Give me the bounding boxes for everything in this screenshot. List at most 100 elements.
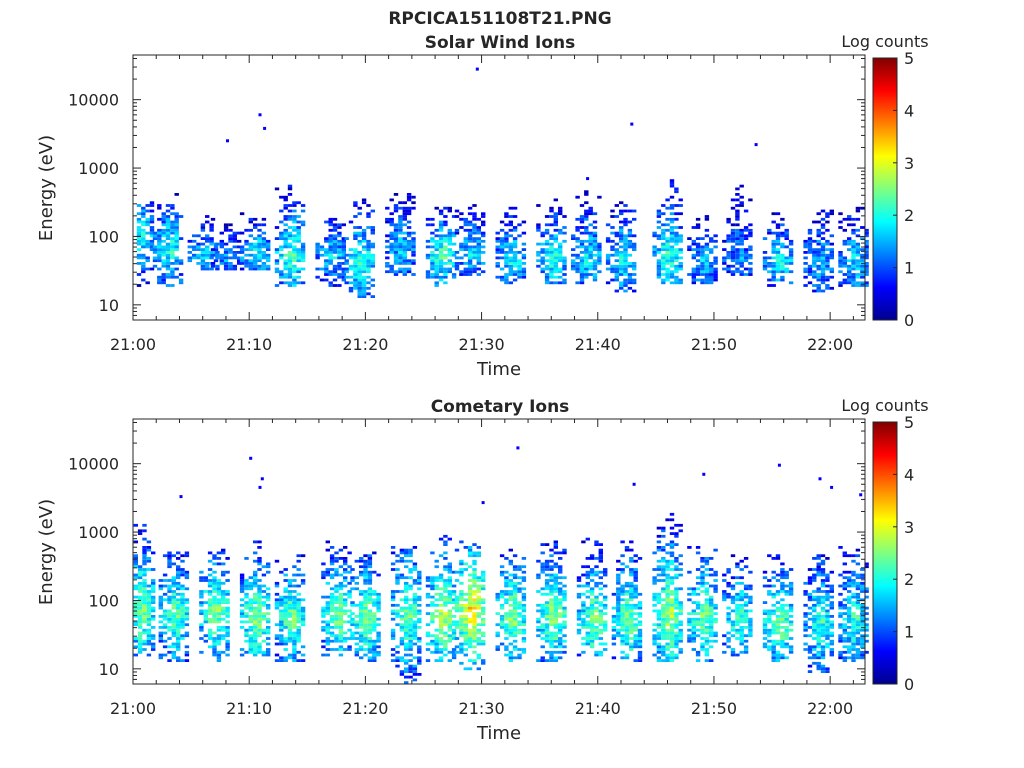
spectrogram-cell (344, 275, 349, 279)
spectrogram-cell (803, 275, 808, 279)
spectrogram-cell (443, 590, 448, 593)
spectrogram-cell (661, 612, 666, 615)
spectrogram-cell (334, 609, 339, 613)
spectrogram-cell (472, 626, 477, 629)
spectrogram-cell (704, 626, 710, 629)
spectrogram-cell (700, 645, 705, 649)
spectrogram-cell (454, 650, 460, 654)
spectrogram-cell (674, 187, 679, 191)
spectrogram-cell (709, 623, 714, 627)
spectrogram-cell (722, 239, 727, 243)
spectrogram-cell (430, 612, 435, 615)
spectrogram-cell (632, 217, 637, 221)
spectrogram-cell (687, 634, 692, 638)
spectrogram-cell (178, 215, 184, 218)
spectrogram-cell (771, 275, 776, 279)
spectrogram-cell (398, 220, 403, 224)
spectrogram-cell (691, 267, 696, 271)
spectrogram-cell (521, 576, 527, 580)
spectrogram-cell (700, 256, 705, 260)
spectrogram-cell (404, 601, 409, 604)
spectrogram-cell (549, 215, 554, 218)
spectrogram-cell (212, 595, 217, 599)
spectrogram-cell (225, 590, 230, 593)
spectrogram-cell (184, 598, 190, 602)
spectrogram-cell (221, 606, 226, 610)
spectrogram-cell (438, 220, 444, 224)
spectrogram-cell (594, 617, 599, 621)
spectrogram-cell (343, 557, 348, 560)
spectrogram-cell (209, 256, 214, 260)
spectrogram-cell (347, 628, 352, 632)
spectrogram-cell (669, 248, 675, 251)
spectrogram-cell (292, 603, 297, 607)
spectrogram-cell (359, 590, 364, 593)
spectrogram-cell (748, 626, 753, 629)
spectrogram-cell (261, 584, 267, 588)
spectrogram-cell (361, 278, 367, 282)
spectrogram-cell (476, 595, 481, 599)
spectrogram-cell (296, 628, 301, 632)
spectrogram-cell (343, 570, 348, 574)
spectrogram-cell (283, 217, 288, 221)
spectrogram-cell (212, 579, 217, 582)
spectrogram-cell (851, 284, 856, 287)
spectrogram-cell (463, 228, 468, 232)
spectrogram-cell (447, 615, 452, 618)
spectrogram-cell (598, 628, 603, 632)
spectrogram-cell (417, 620, 422, 624)
spectrogram-cell (598, 603, 603, 607)
spectrogram-cell (704, 590, 710, 593)
spectrogram-cell (216, 637, 222, 640)
spectrogram-cell (784, 270, 789, 274)
spectrogram-cell (321, 620, 326, 624)
spectrogram-cell (376, 637, 381, 640)
figure-title: RPCICA151108T21.PNG (388, 9, 611, 29)
spectrogram-cell (399, 639, 405, 643)
spectrogram-cell (504, 612, 509, 615)
spectrogram-cell (459, 650, 464, 654)
spectrogram-cell (743, 228, 749, 232)
spectrogram-cell (341, 223, 346, 227)
spectrogram-cell (372, 590, 377, 593)
spectrogram-cell (624, 620, 630, 624)
spectrogram-cell (812, 251, 817, 254)
spectrogram-cell (287, 253, 293, 257)
spectrogram-cell (425, 631, 431, 635)
spectrogram-cell (225, 639, 230, 643)
spectrogram-cell (661, 526, 666, 530)
spectrogram-cell (553, 551, 558, 555)
spectrogram-cell (367, 639, 373, 643)
spectrogram-cell (504, 223, 509, 227)
spectrogram-cell (775, 251, 781, 254)
spectrogram-cell (598, 617, 603, 621)
spectrogram-cell (847, 281, 852, 285)
spectrogram-cell (860, 267, 865, 271)
spectrogram-cell (674, 612, 679, 615)
spectrogram-cell (463, 620, 468, 624)
spectrogram-cell (149, 201, 155, 205)
spectrogram-cell (354, 559, 359, 563)
spectrogram-cell (328, 259, 333, 263)
spectrogram-cell (417, 659, 422, 662)
spectrogram-cell (167, 587, 172, 591)
spectrogram-cell (467, 573, 473, 577)
spectrogram-cell (553, 198, 558, 202)
spectrogram-cell (325, 637, 330, 640)
spectrogram-cell (341, 275, 346, 279)
spectrogram-cell (739, 615, 744, 618)
spectrogram-cell (408, 620, 413, 624)
spectrogram-cell (221, 598, 226, 602)
spectrogram-cell (239, 256, 245, 260)
spectrogram-cell (544, 617, 550, 621)
spectrogram-cell (730, 206, 736, 210)
spectrogram-cell (137, 568, 143, 571)
spectrogram-cell (467, 617, 473, 621)
spectrogram-cell (661, 548, 666, 552)
spectrogram-cell (517, 628, 522, 632)
spectrogram-cell (146, 623, 152, 627)
spectrogram-cell (691, 601, 696, 604)
spectrogram-cell (216, 620, 222, 624)
spectrogram-cell (404, 576, 409, 580)
spectrogram-cell (146, 592, 152, 596)
